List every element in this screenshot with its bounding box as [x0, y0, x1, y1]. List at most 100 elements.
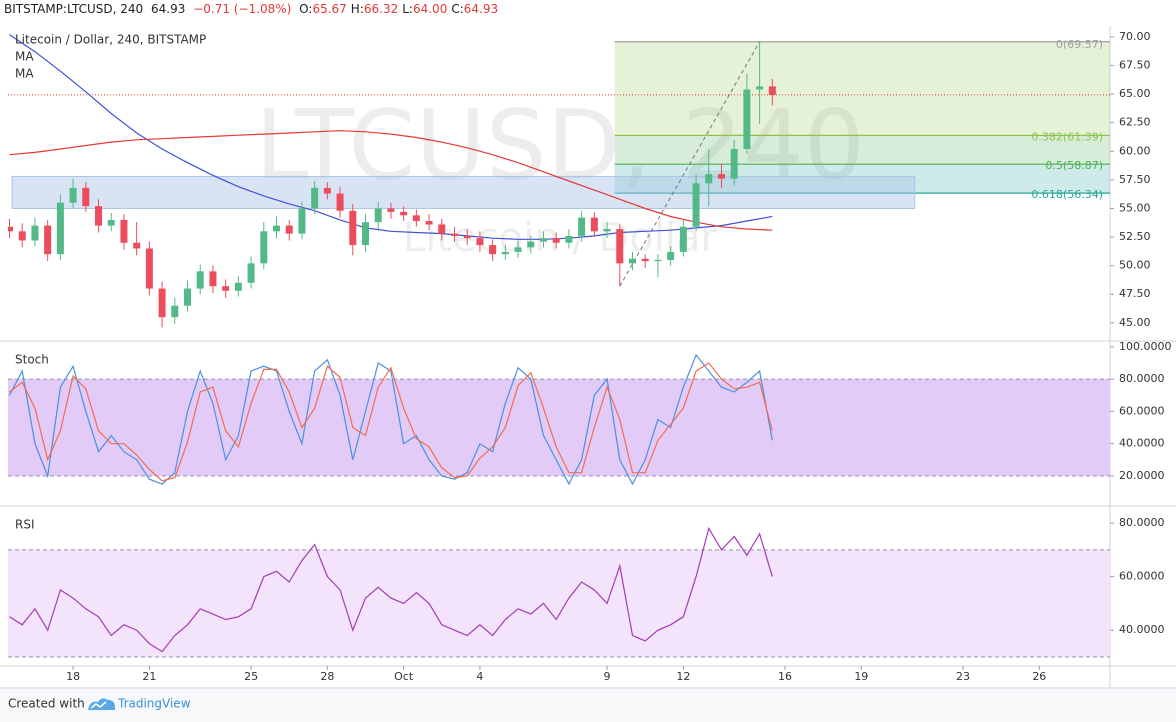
watermark: LTCUSD, 240	[255, 89, 865, 201]
x-tick-label: 9	[604, 670, 611, 683]
candle-body	[145, 248, 153, 289]
ohlc-label: O:	[299, 2, 313, 16]
moving-average	[9, 130, 773, 231]
last-price: 64.93	[151, 2, 186, 16]
candle-body	[628, 258, 636, 264]
candle-body	[679, 226, 687, 252]
candle-body	[336, 193, 344, 211]
candle-body	[641, 258, 649, 262]
x-tick-label: 4	[476, 670, 483, 683]
ohlc-value: 65.67	[312, 2, 347, 16]
candle-body	[387, 208, 395, 212]
x-tick-label: 28	[320, 670, 334, 683]
x-tick-label: 25	[244, 670, 258, 683]
y-tick-label: 20.0000	[1119, 469, 1165, 482]
candle-body	[209, 271, 217, 287]
legend-entry: MA	[15, 67, 34, 81]
candle-body	[18, 231, 26, 241]
ohlc-label: C:	[451, 2, 464, 16]
candle-body	[44, 225, 52, 255]
y-tick-label: 40.0000	[1119, 623, 1165, 636]
candle-body	[273, 225, 281, 232]
footer-bar	[0, 688, 1176, 722]
trend-line	[619, 41, 761, 287]
candle-body	[56, 202, 64, 255]
candle-body	[298, 208, 306, 234]
support-zone	[11, 175, 916, 209]
candle-body	[768, 86, 776, 95]
candle-body	[565, 235, 573, 243]
x-tick-label: 23	[956, 670, 970, 683]
x-tick-label: 12	[676, 670, 690, 683]
y-tick-label: 52.50	[1119, 230, 1151, 243]
candle-body	[158, 288, 166, 318]
y-tick-label: 80.0000	[1119, 516, 1165, 529]
panel-title: RSI	[15, 518, 35, 532]
candle-body	[692, 183, 700, 227]
candle-body	[285, 225, 293, 234]
candle-body	[95, 206, 103, 226]
y-tick-label: 45.00	[1119, 316, 1151, 329]
fib-label: 0(69.57)	[1056, 38, 1103, 51]
fib-label: 0.618(56.34)	[1031, 188, 1103, 201]
fib-band	[614, 41, 1110, 136]
fib-label: 0.382(61.39)	[1031, 130, 1103, 143]
y-tick-label: 100.0000	[1119, 340, 1172, 353]
logo-cloud	[88, 698, 116, 710]
footer-text: Created with	[8, 697, 85, 711]
y-tick-label: 67.50	[1119, 58, 1151, 71]
candle-body	[82, 187, 90, 207]
indicator-band	[8, 549, 1110, 657]
indicator-line	[9, 526, 773, 653]
candle-body	[120, 219, 128, 243]
candle-body	[171, 305, 179, 318]
candle-body	[311, 187, 319, 209]
candle-body	[654, 259, 662, 262]
indicator-line	[9, 362, 773, 482]
legend-entry: MA	[15, 50, 34, 64]
candle-body	[552, 238, 560, 243]
candle-body	[247, 263, 255, 283]
moving-average	[9, 34, 773, 240]
candle-body	[107, 219, 115, 226]
x-tick-label: 19	[854, 670, 868, 683]
x-tick-label: Oct	[394, 670, 414, 683]
candle-body	[184, 288, 192, 306]
price-change: −0.71 (−1.08%)	[193, 2, 292, 16]
ohlc-value: 66.32	[363, 2, 399, 16]
symbol: BITSTAMP:LTCUSD, 240	[4, 2, 144, 16]
indicator-line	[8, 353, 773, 486]
candle-body	[527, 241, 535, 248]
candle-body	[374, 208, 382, 223]
y-tick-label: 80.0000	[1119, 372, 1165, 385]
x-tick-label: 16	[778, 670, 792, 683]
y-tick-label: 55.00	[1119, 201, 1151, 214]
candle-body	[730, 148, 738, 179]
candle-body	[438, 224, 446, 234]
candle-body	[222, 286, 230, 291]
candle-body	[31, 225, 39, 241]
y-tick-label: 60.00	[1119, 144, 1151, 157]
y-tick-label: 50.00	[1119, 259, 1151, 272]
candle-body	[362, 222, 370, 246]
candle-body	[489, 245, 497, 255]
y-tick-label: 65.00	[1119, 87, 1151, 100]
candle-body	[514, 247, 522, 252]
symbol-header: BITSTAMP:LTCUSD, 240 64.93 −0.71 (−1.08%…	[4, 0, 502, 18]
candle-body	[603, 229, 611, 232]
candle-body	[717, 174, 725, 179]
indicator-band	[8, 379, 1110, 476]
ohlc-label: H:	[350, 2, 364, 16]
fib-band	[614, 135, 1110, 165]
ohlc-value: 64.00	[412, 2, 448, 16]
candle-body	[578, 217, 586, 236]
footer-brand[interactable]: TradingView	[117, 697, 191, 711]
candle-body	[705, 174, 713, 184]
ohlc-value: 64.93	[463, 2, 499, 16]
x-tick-label: 21	[142, 670, 156, 683]
logo-line	[90, 701, 107, 709]
candle-body	[69, 187, 77, 203]
